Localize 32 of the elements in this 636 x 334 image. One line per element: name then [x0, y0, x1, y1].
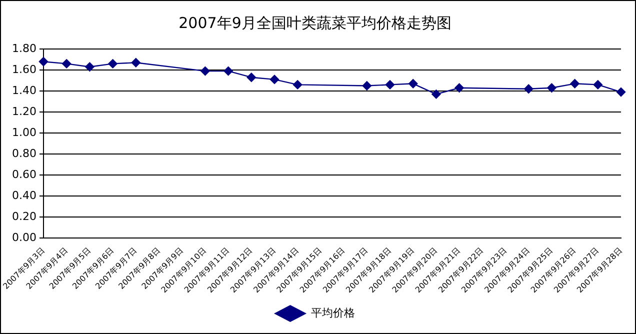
point	[108, 59, 118, 68]
y-tick-label: 0.00	[12, 230, 36, 244]
point	[246, 72, 256, 82]
point	[200, 66, 210, 76]
point	[524, 84, 534, 94]
y-tick-label: 1.80	[12, 42, 36, 55]
point	[62, 59, 72, 68]
point	[292, 80, 302, 90]
point	[454, 83, 464, 92]
point	[362, 81, 372, 90]
legend-label: 平均价格	[310, 306, 355, 320]
y-tick-label: 0.20	[12, 210, 36, 223]
y-tick-label: 1.60	[12, 62, 36, 76]
y-tick-label: 1.20	[12, 104, 36, 118]
y-tick-label: 0.60	[12, 168, 36, 181]
y-tick-label: 1.40	[12, 84, 36, 97]
point	[408, 79, 418, 88]
point	[224, 66, 233, 76]
point	[85, 62, 94, 72]
point	[432, 90, 441, 99]
point	[385, 80, 395, 90]
y-tick-label: 0.80	[12, 146, 36, 160]
point	[131, 58, 140, 68]
y-tick-label: 1.00	[12, 126, 36, 139]
point	[616, 87, 626, 97]
point	[570, 79, 580, 88]
chart-title: 2007年9月全国叶类蔬菜平均价格走势图	[178, 14, 452, 32]
point	[38, 57, 48, 66]
point	[593, 80, 602, 90]
y-tick-label: 0.40	[12, 188, 36, 202]
point	[547, 83, 556, 92]
point	[270, 74, 280, 84]
